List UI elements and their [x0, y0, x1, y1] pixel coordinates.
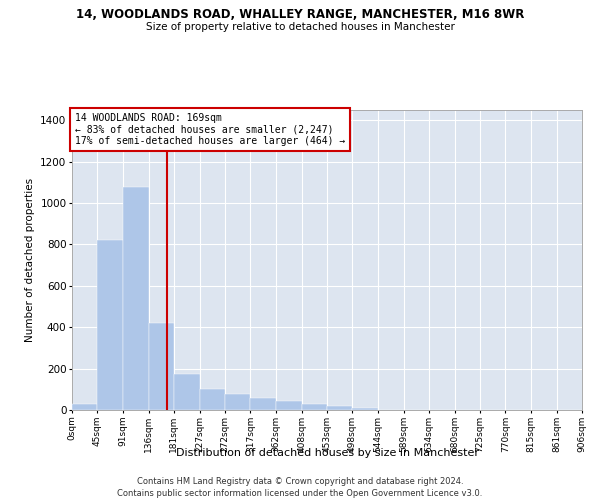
- Bar: [149, 323, 174, 410]
- Bar: [72, 404, 97, 410]
- Bar: [352, 408, 378, 410]
- Bar: [123, 186, 149, 410]
- Bar: [225, 394, 250, 410]
- Text: Contains public sector information licensed under the Open Government Licence v3: Contains public sector information licen…: [118, 489, 482, 498]
- Bar: [302, 404, 327, 410]
- Text: 14, WOODLANDS ROAD, WHALLEY RANGE, MANCHESTER, M16 8WR: 14, WOODLANDS ROAD, WHALLEY RANGE, MANCH…: [76, 8, 524, 20]
- Y-axis label: Number of detached properties: Number of detached properties: [25, 178, 35, 342]
- Text: Distribution of detached houses by size in Manchester: Distribution of detached houses by size …: [176, 448, 479, 458]
- Bar: [276, 400, 302, 410]
- Text: Size of property relative to detached houses in Manchester: Size of property relative to detached ho…: [146, 22, 454, 32]
- Bar: [97, 240, 123, 410]
- Bar: [250, 398, 276, 410]
- Bar: [174, 374, 200, 410]
- Bar: [200, 390, 225, 410]
- Bar: [327, 406, 352, 410]
- Text: 14 WOODLANDS ROAD: 169sqm
← 83% of detached houses are smaller (2,247)
17% of se: 14 WOODLANDS ROAD: 169sqm ← 83% of detac…: [74, 113, 345, 146]
- Text: Contains HM Land Registry data © Crown copyright and database right 2024.: Contains HM Land Registry data © Crown c…: [137, 478, 463, 486]
